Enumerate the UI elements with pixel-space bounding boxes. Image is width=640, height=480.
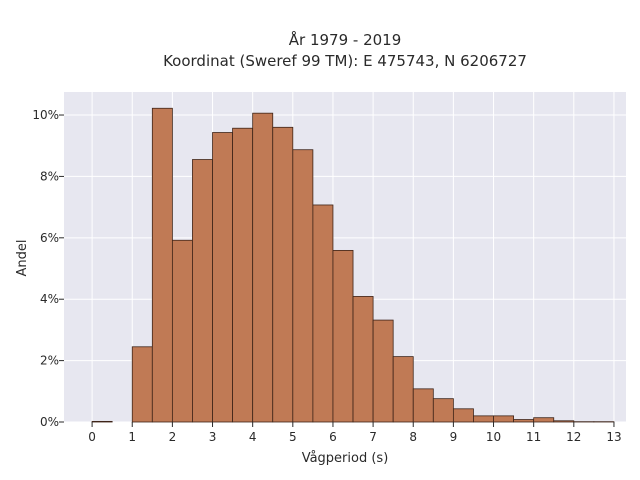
x-tick-label-10: 10 (486, 430, 501, 444)
x-tick-label-2: 2 (169, 430, 177, 444)
histogram-bar-17 (432, 398, 454, 423)
y-tick-label-3: 6% (40, 231, 59, 245)
histogram-bars (91, 107, 615, 423)
histogram-bar-14 (372, 319, 394, 423)
histogram-bar-18 (452, 408, 474, 423)
y-axis-ticks: 0% 2% 4% 6% 8% 10% (32, 108, 64, 429)
y-tick-label-5: 10% (32, 108, 59, 122)
y-tick-label-1: 2% (40, 354, 59, 368)
histogram-bar-16 (412, 388, 434, 423)
histogram-bar-10 (292, 149, 314, 423)
histogram-bar-21 (513, 419, 535, 423)
x-axis-label: Vågperiod (s) (302, 451, 389, 466)
x-tick-label-6: 6 (329, 430, 337, 444)
chart-title-line-2: Koordinat (Sweref 99 TM): E 475743, N 62… (163, 52, 527, 70)
histogram-bar-15 (392, 356, 414, 423)
histogram-bar-13 (352, 296, 374, 423)
x-tick-label-7: 7 (369, 430, 377, 444)
x-tick-label-0: 0 (88, 430, 96, 444)
histogram-bar-11 (312, 204, 334, 423)
x-tick-label-8: 8 (409, 430, 417, 444)
x-tick-label-4: 4 (249, 430, 257, 444)
y-axis-label: Andel (15, 240, 30, 277)
x-tick-label-11: 11 (526, 430, 541, 444)
histogram-bar-2 (131, 346, 153, 423)
histogram-bar-0 (91, 420, 113, 423)
x-tick-label-5: 5 (289, 430, 297, 444)
histogram-bar-6 (212, 132, 233, 423)
x-axis-ticks: 0 1 2 3 4 5 6 7 8 9 10 11 12 13 (88, 422, 622, 444)
x-tick-label-3: 3 (209, 430, 217, 444)
histogram-bar-22 (533, 417, 555, 423)
y-tick-label-0: 0% (40, 415, 59, 429)
histogram-bar-19 (473, 415, 494, 423)
chart-title-line-1: År 1979 - 2019 (289, 30, 402, 49)
y-tick-label-4: 8% (40, 169, 59, 183)
x-tick-label-1: 1 (128, 430, 136, 444)
histogram-bar-4 (171, 239, 193, 423)
histogram-bar-5 (192, 159, 213, 423)
histogram-bar-20 (493, 415, 514, 423)
x-tick-label-12: 12 (566, 430, 581, 444)
histogram-bar-23 (553, 420, 575, 423)
histogram-bar-7 (232, 127, 254, 423)
y-tick-label-2: 4% (40, 292, 59, 306)
histogram-bar-8 (252, 112, 274, 423)
x-tick-label-13: 13 (606, 430, 621, 444)
x-tick-label-9: 9 (450, 430, 458, 444)
histogram-bar-12 (332, 249, 354, 423)
histogram-bar-9 (272, 126, 294, 423)
histogram-bar-3 (151, 107, 173, 423)
